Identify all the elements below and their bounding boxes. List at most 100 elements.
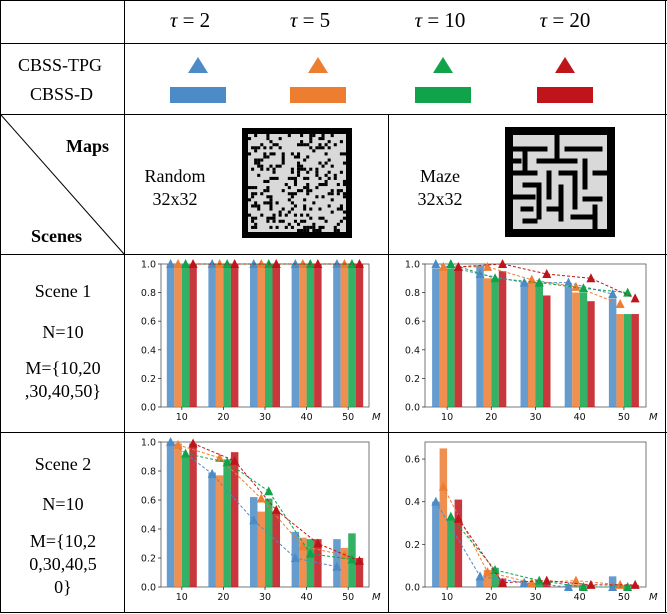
y-tick-label: 0.6: [141, 317, 156, 328]
obstacle-cell: [333, 143, 337, 147]
triangle-marker: [347, 259, 357, 268]
triangle-marker: [630, 293, 640, 303]
bar: [257, 511, 265, 587]
legend-triangle-0: [188, 57, 208, 73]
bar: [174, 264, 182, 407]
bar: [476, 578, 484, 587]
obstacle-cell: [303, 198, 307, 202]
bar: [340, 547, 349, 587]
x-tick-label: 40: [301, 592, 313, 603]
triangle-marker: [563, 582, 573, 591]
obstacle-cell: [303, 176, 307, 180]
obstacle-cell: [312, 228, 316, 232]
bar: [299, 264, 307, 407]
bar: [306, 264, 315, 407]
obstacle-cell: [269, 146, 273, 150]
obstacle-cell: [248, 186, 252, 190]
bar: [250, 497, 258, 587]
diagonal-header-line: [0, 114, 125, 255]
triangle-marker: [623, 582, 633, 591]
obstacle-cell: [287, 186, 291, 190]
legend-bar-3: [537, 87, 593, 103]
y-tick-label: 1.0: [141, 438, 156, 449]
obstacle-cell: [254, 134, 258, 138]
bar: [181, 264, 190, 407]
obstacle-cell: [254, 222, 258, 226]
obstacle-cell: [318, 225, 322, 229]
obstacle-cell: [318, 216, 322, 220]
triangle-marker: [173, 259, 183, 268]
table-border-col2: [388, 114, 389, 613]
obstacle-cell: [266, 137, 270, 141]
x-tick-label: 10: [176, 592, 188, 603]
obstacle-cell: [275, 225, 279, 229]
obstacle-cell: [293, 204, 297, 208]
bar: [208, 472, 216, 587]
obstacle-cell: [327, 146, 331, 150]
x-axis-label: M: [372, 412, 381, 423]
obstacle-cell: [251, 225, 255, 229]
obstacle-cell: [269, 140, 273, 144]
scene2-m-line3: 0}: [54, 577, 72, 597]
obstacle-cell: [266, 219, 270, 223]
bar: [348, 264, 356, 407]
obstacle-cell: [263, 155, 267, 159]
obstacle-cell: [297, 228, 301, 232]
triangle-marker: [453, 513, 463, 523]
x-tick-label: 20: [217, 592, 229, 603]
triangle-marker: [431, 496, 441, 506]
triangle-marker: [519, 277, 529, 287]
obstacle-cell: [303, 143, 307, 147]
chart-scene2-random: 0.0 0.2 0.4 0.6 0.8 1.0 10 20 30 40 50 M: [141, 437, 381, 603]
bar: [520, 282, 528, 407]
tau-label-5: τ = 5: [289, 8, 331, 32]
bar: [215, 264, 224, 407]
y-tick-label: 0.0: [405, 583, 420, 594]
triangle-marker: [475, 571, 485, 581]
obstacle-cell: [297, 155, 301, 159]
obstacle-cell: [315, 186, 319, 190]
bar: [355, 264, 364, 407]
random-map-image: [242, 128, 352, 238]
obstacle-cell: [300, 213, 304, 217]
obstacle-cell: [336, 207, 340, 211]
obstacle-cell: [293, 155, 297, 159]
obstacle-cell: [254, 225, 258, 229]
obstacle-cell: [324, 152, 328, 156]
legend-bar-0: [170, 87, 226, 103]
obstacle-cell: [312, 222, 316, 226]
legend-triangle-1: [308, 57, 328, 73]
bar: [564, 286, 573, 407]
obstacle-cell: [287, 210, 291, 214]
triangle-marker: [446, 259, 456, 268]
bar: [543, 582, 551, 587]
obstacle-cell: [321, 183, 325, 187]
table-border-scene1: [0, 432, 667, 433]
bar: [174, 443, 182, 587]
y-tick-label: 0.0: [405, 403, 420, 414]
legend-triangle-2: [433, 57, 453, 73]
scene2-m-line2: 0,30,40,5: [29, 554, 97, 574]
obstacle-cell: [248, 137, 252, 141]
obstacle-cell: [272, 167, 276, 171]
obstacle-cell: [269, 152, 273, 156]
obstacle-cell: [339, 170, 343, 174]
obstacle-cell: [315, 170, 319, 174]
triangle-marker: [438, 481, 448, 491]
table-border-col1: [124, 0, 125, 613]
bar: [208, 264, 216, 407]
obstacle-cell: [339, 189, 343, 193]
obstacle-cell: [287, 192, 291, 196]
obstacle-cell: [251, 195, 255, 199]
bar: [432, 501, 440, 587]
chart-scene2-maze: 0.0 0.2 0.4 0.6 10 20 30 40 50 M: [405, 441, 658, 603]
obstacle-cell: [321, 195, 325, 199]
x-tick-label: 10: [441, 412, 453, 423]
obstacle-cell: [263, 152, 267, 156]
obstacle-cell: [272, 176, 276, 180]
obstacle-cell: [269, 176, 273, 180]
obstacle-cell: [284, 213, 288, 217]
x-tick-label: 50: [342, 592, 354, 603]
bar: [498, 271, 507, 407]
obstacle-cell: [327, 192, 331, 196]
